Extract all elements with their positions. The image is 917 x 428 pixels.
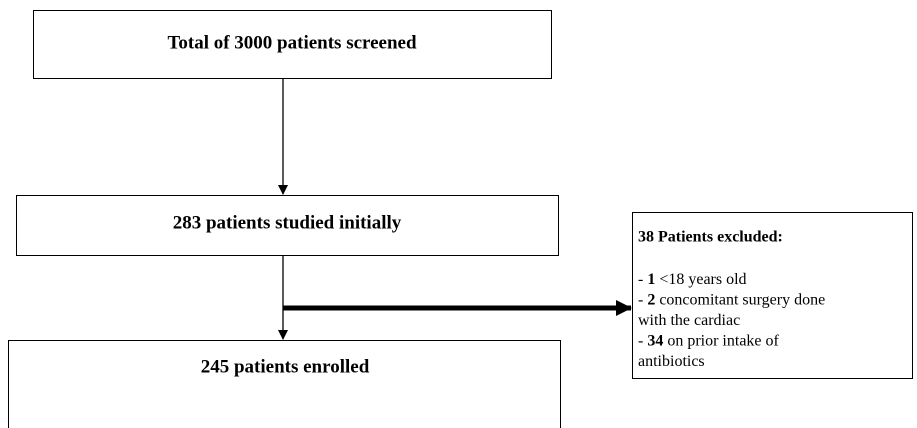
box-studied bbox=[16, 195, 559, 256]
box-excluded bbox=[632, 212, 913, 379]
count: 1 bbox=[647, 271, 655, 288]
box-enrolled bbox=[8, 340, 561, 428]
box-screened bbox=[33, 10, 552, 79]
exclusion-line: - 2 concomitant surgery done bbox=[638, 291, 825, 308]
exclusion-line: antibiotics bbox=[638, 353, 705, 370]
bullet: - bbox=[638, 332, 643, 349]
bullet: - bbox=[638, 271, 643, 288]
exclusion-line: - 1 <18 years old bbox=[638, 271, 747, 288]
node-label: Total of 3000 patients screened bbox=[167, 32, 417, 53]
exclusion-title: 38 Patients excluded: bbox=[638, 229, 783, 246]
node-label: 245 patients enrolled bbox=[201, 356, 370, 377]
reason: antibiotics bbox=[638, 353, 705, 370]
reason: concomitant surgery done bbox=[659, 291, 825, 308]
reason: with the cardiac bbox=[638, 312, 740, 329]
reason: on prior intake of bbox=[667, 332, 779, 349]
bullet: - bbox=[638, 291, 643, 308]
count: 2 bbox=[647, 291, 655, 308]
reason: <18 years old bbox=[659, 271, 746, 288]
count: 34 bbox=[647, 332, 663, 349]
exclusion-line: with the cardiac bbox=[638, 312, 740, 329]
node-label: 283 patients studied initially bbox=[173, 212, 402, 233]
exclusion-line: - 34 on prior intake of bbox=[638, 332, 780, 349]
